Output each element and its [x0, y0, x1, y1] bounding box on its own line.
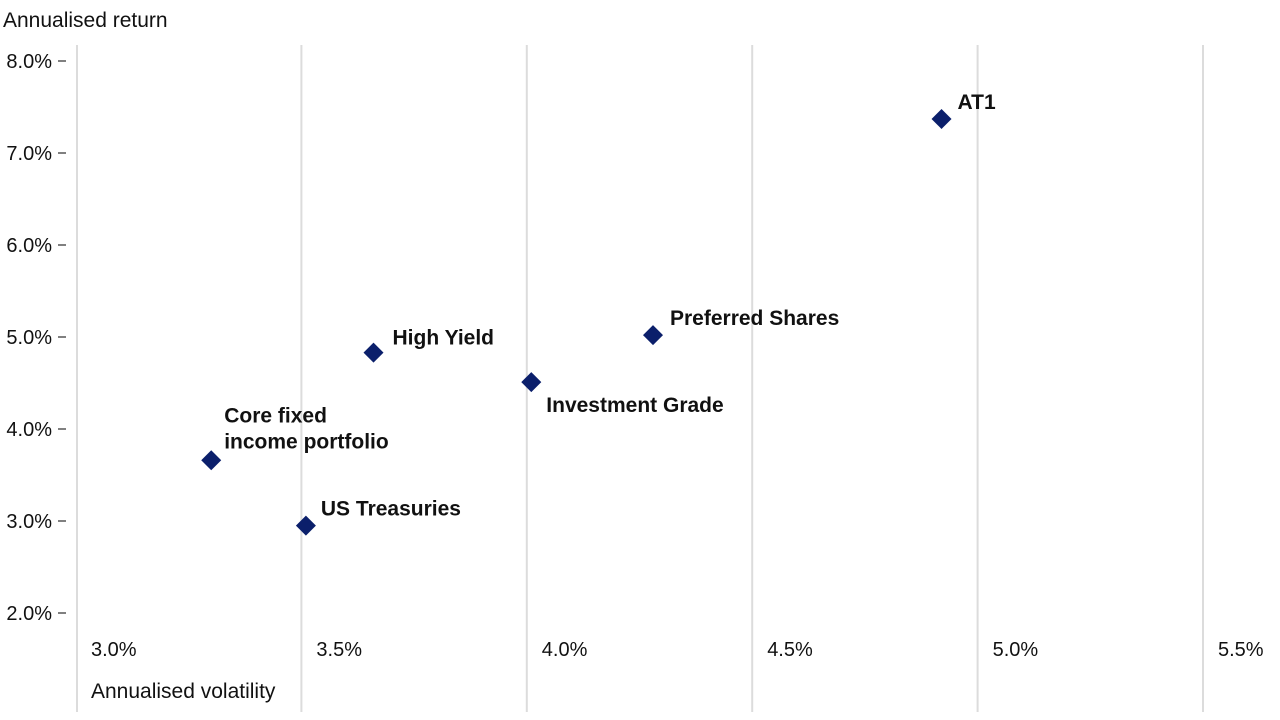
data-point-label: income portfolio — [224, 430, 389, 453]
data-point-marker — [363, 342, 384, 363]
data-points: AT1 Preferred Shares High Yield Investment … — [201, 91, 996, 536]
x-tick-label: 4.5% — [767, 639, 813, 661]
x-tick-label: 3.5% — [316, 639, 362, 661]
y-tick-label: 8.0% — [6, 51, 52, 73]
y-axis: 8.0% 7.0% 6.0% 5.0% 4.0% 3.0% 2.0% — [6, 51, 66, 625]
y-tick-label: 5.0% — [6, 327, 52, 349]
data-point-label: High Yield — [393, 327, 495, 350]
x-axis: 3.0% 3.5% 4.0% 4.5% 5.0% 5.5% — [91, 639, 1264, 661]
data-point-marker — [643, 325, 664, 346]
y-tick-label: 2.0% — [6, 603, 52, 625]
y-tick-label: 4.0% — [6, 419, 52, 441]
data-point-label: Preferred Shares — [670, 307, 839, 330]
data-point-marker — [931, 108, 952, 129]
data-point-marker — [201, 450, 222, 471]
y-tick-label: 6.0% — [6, 235, 52, 257]
data-point-marker — [521, 372, 542, 393]
x-tick-label: 5.5% — [1218, 639, 1264, 661]
y-tick-label: 7.0% — [6, 143, 52, 165]
data-point-label: AT1 — [958, 91, 996, 114]
data-point-marker — [295, 515, 316, 536]
x-axis-title: Annualised volatility — [91, 680, 276, 703]
y-tick-label: 3.0% — [6, 511, 52, 533]
y-axis-title: Annualised return — [3, 9, 168, 32]
data-point-label: Investment Grade — [546, 394, 723, 417]
data-point-label: Core fixed — [224, 404, 327, 427]
gridlines — [76, 45, 1204, 712]
x-tick-label: 3.0% — [91, 639, 137, 661]
x-tick-label: 5.0% — [993, 639, 1039, 661]
x-tick-label: 4.0% — [542, 639, 588, 661]
data-point-label: US Treasuries — [321, 498, 461, 521]
